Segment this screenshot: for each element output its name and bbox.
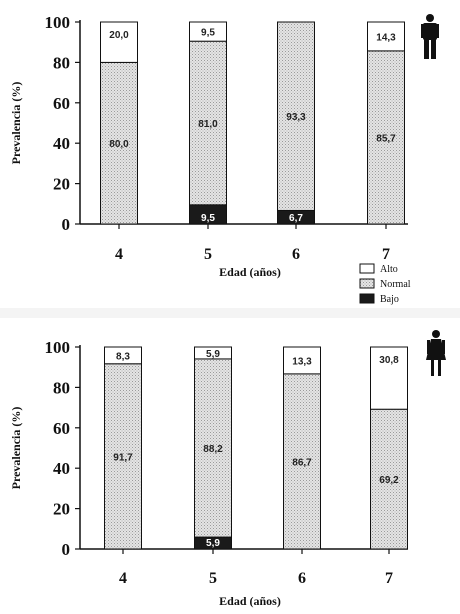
bar-alto [194, 346, 232, 360]
y-tick-label: 40 [53, 134, 70, 153]
bar-alto [104, 346, 142, 365]
y-tick-label: 100 [45, 13, 71, 32]
data-label: 30,8 [379, 355, 399, 366]
data-label: 81,0 [198, 119, 218, 130]
data-label: 80,0 [109, 139, 129, 150]
legend-swatch [359, 263, 375, 274]
legend-label: Alto [380, 264, 398, 275]
data-label: 5,9 [206, 349, 220, 360]
x-tick-label: 5 [209, 570, 217, 587]
female-figure-icon [426, 330, 446, 376]
legend-label: Normal [380, 279, 411, 290]
bar-normal [370, 408, 408, 550]
y-tick-label: 80 [53, 53, 70, 72]
bar-normal [189, 40, 227, 206]
x-tick-label: 6 [298, 570, 306, 587]
chart-panel-male: 0 20 40 60 80 100 4 5 6 7 Edad (años) Prevalencia (… [9, 13, 439, 305]
y-tick-label: 20 [53, 175, 70, 194]
chart-panel-female: 0 20 40 60 80 100 4 5 6 7 Edad (años) Prevalencia (… [9, 330, 446, 608]
x-axis-title: Edad (años) [219, 594, 281, 608]
data-label: 9,5 [201, 28, 215, 39]
data-label: 14,3 [376, 32, 396, 43]
legend-label: Bajo [380, 294, 399, 305]
x-tick-label: 7 [382, 246, 390, 263]
bar-normal [100, 61, 138, 225]
y-axis-title: Prevalencia (%) [9, 407, 23, 490]
legend-swatch [359, 293, 375, 304]
y-axis-title: Prevalencia (%) [9, 82, 23, 165]
bar-alto [100, 21, 138, 63]
y-tick-label: 80 [53, 378, 70, 397]
bar-normal [283, 373, 321, 550]
legend-swatch [359, 278, 375, 289]
male-figure-icon [421, 14, 439, 59]
data-label: 9,5 [201, 213, 215, 224]
y-tick-label: 60 [53, 419, 70, 438]
data-label: 6,7 [289, 213, 303, 224]
x-tick-label: 5 [204, 246, 212, 263]
y-tick-label: 60 [53, 94, 70, 113]
bar-alto [189, 21, 227, 42]
data-label: 88,2 [203, 444, 223, 455]
x-tick-label: 4 [115, 246, 123, 263]
legend: Alto Normal Bajo [359, 263, 411, 305]
x-tick-label: 7 [385, 570, 393, 587]
bar-alto [370, 346, 408, 410]
data-label: 85,7 [376, 133, 396, 144]
data-label: 20,0 [109, 30, 129, 41]
data-label: 5,9 [206, 538, 220, 549]
bar-normal [104, 363, 142, 550]
x-tick-label: 4 [119, 570, 127, 587]
y-tick-label: 40 [53, 459, 70, 478]
x-axis-title: Edad (años) [219, 265, 281, 279]
bar-normal [367, 50, 405, 225]
y-tick-label: 20 [53, 500, 70, 519]
x-tick-label: 6 [292, 246, 300, 263]
data-label: 93,3 [286, 112, 306, 123]
data-label: 13,3 [292, 356, 312, 367]
bar-alto [283, 346, 321, 375]
bar-normal [277, 21, 315, 211]
y-tick-label: 0 [62, 215, 71, 234]
y-tick-label: 0 [62, 540, 71, 559]
data-label: 69,2 [379, 475, 399, 486]
data-label: 91,7 [113, 452, 133, 463]
data-label: 8,3 [116, 351, 130, 362]
bar-alto [367, 21, 405, 52]
data-label: 86,7 [292, 457, 312, 468]
y-tick-label: 100 [45, 338, 71, 357]
